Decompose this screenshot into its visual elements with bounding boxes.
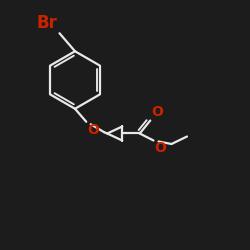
Text: O: O xyxy=(88,123,100,137)
Text: Br: Br xyxy=(36,14,58,32)
Text: O: O xyxy=(151,106,163,120)
Text: O: O xyxy=(154,142,166,156)
